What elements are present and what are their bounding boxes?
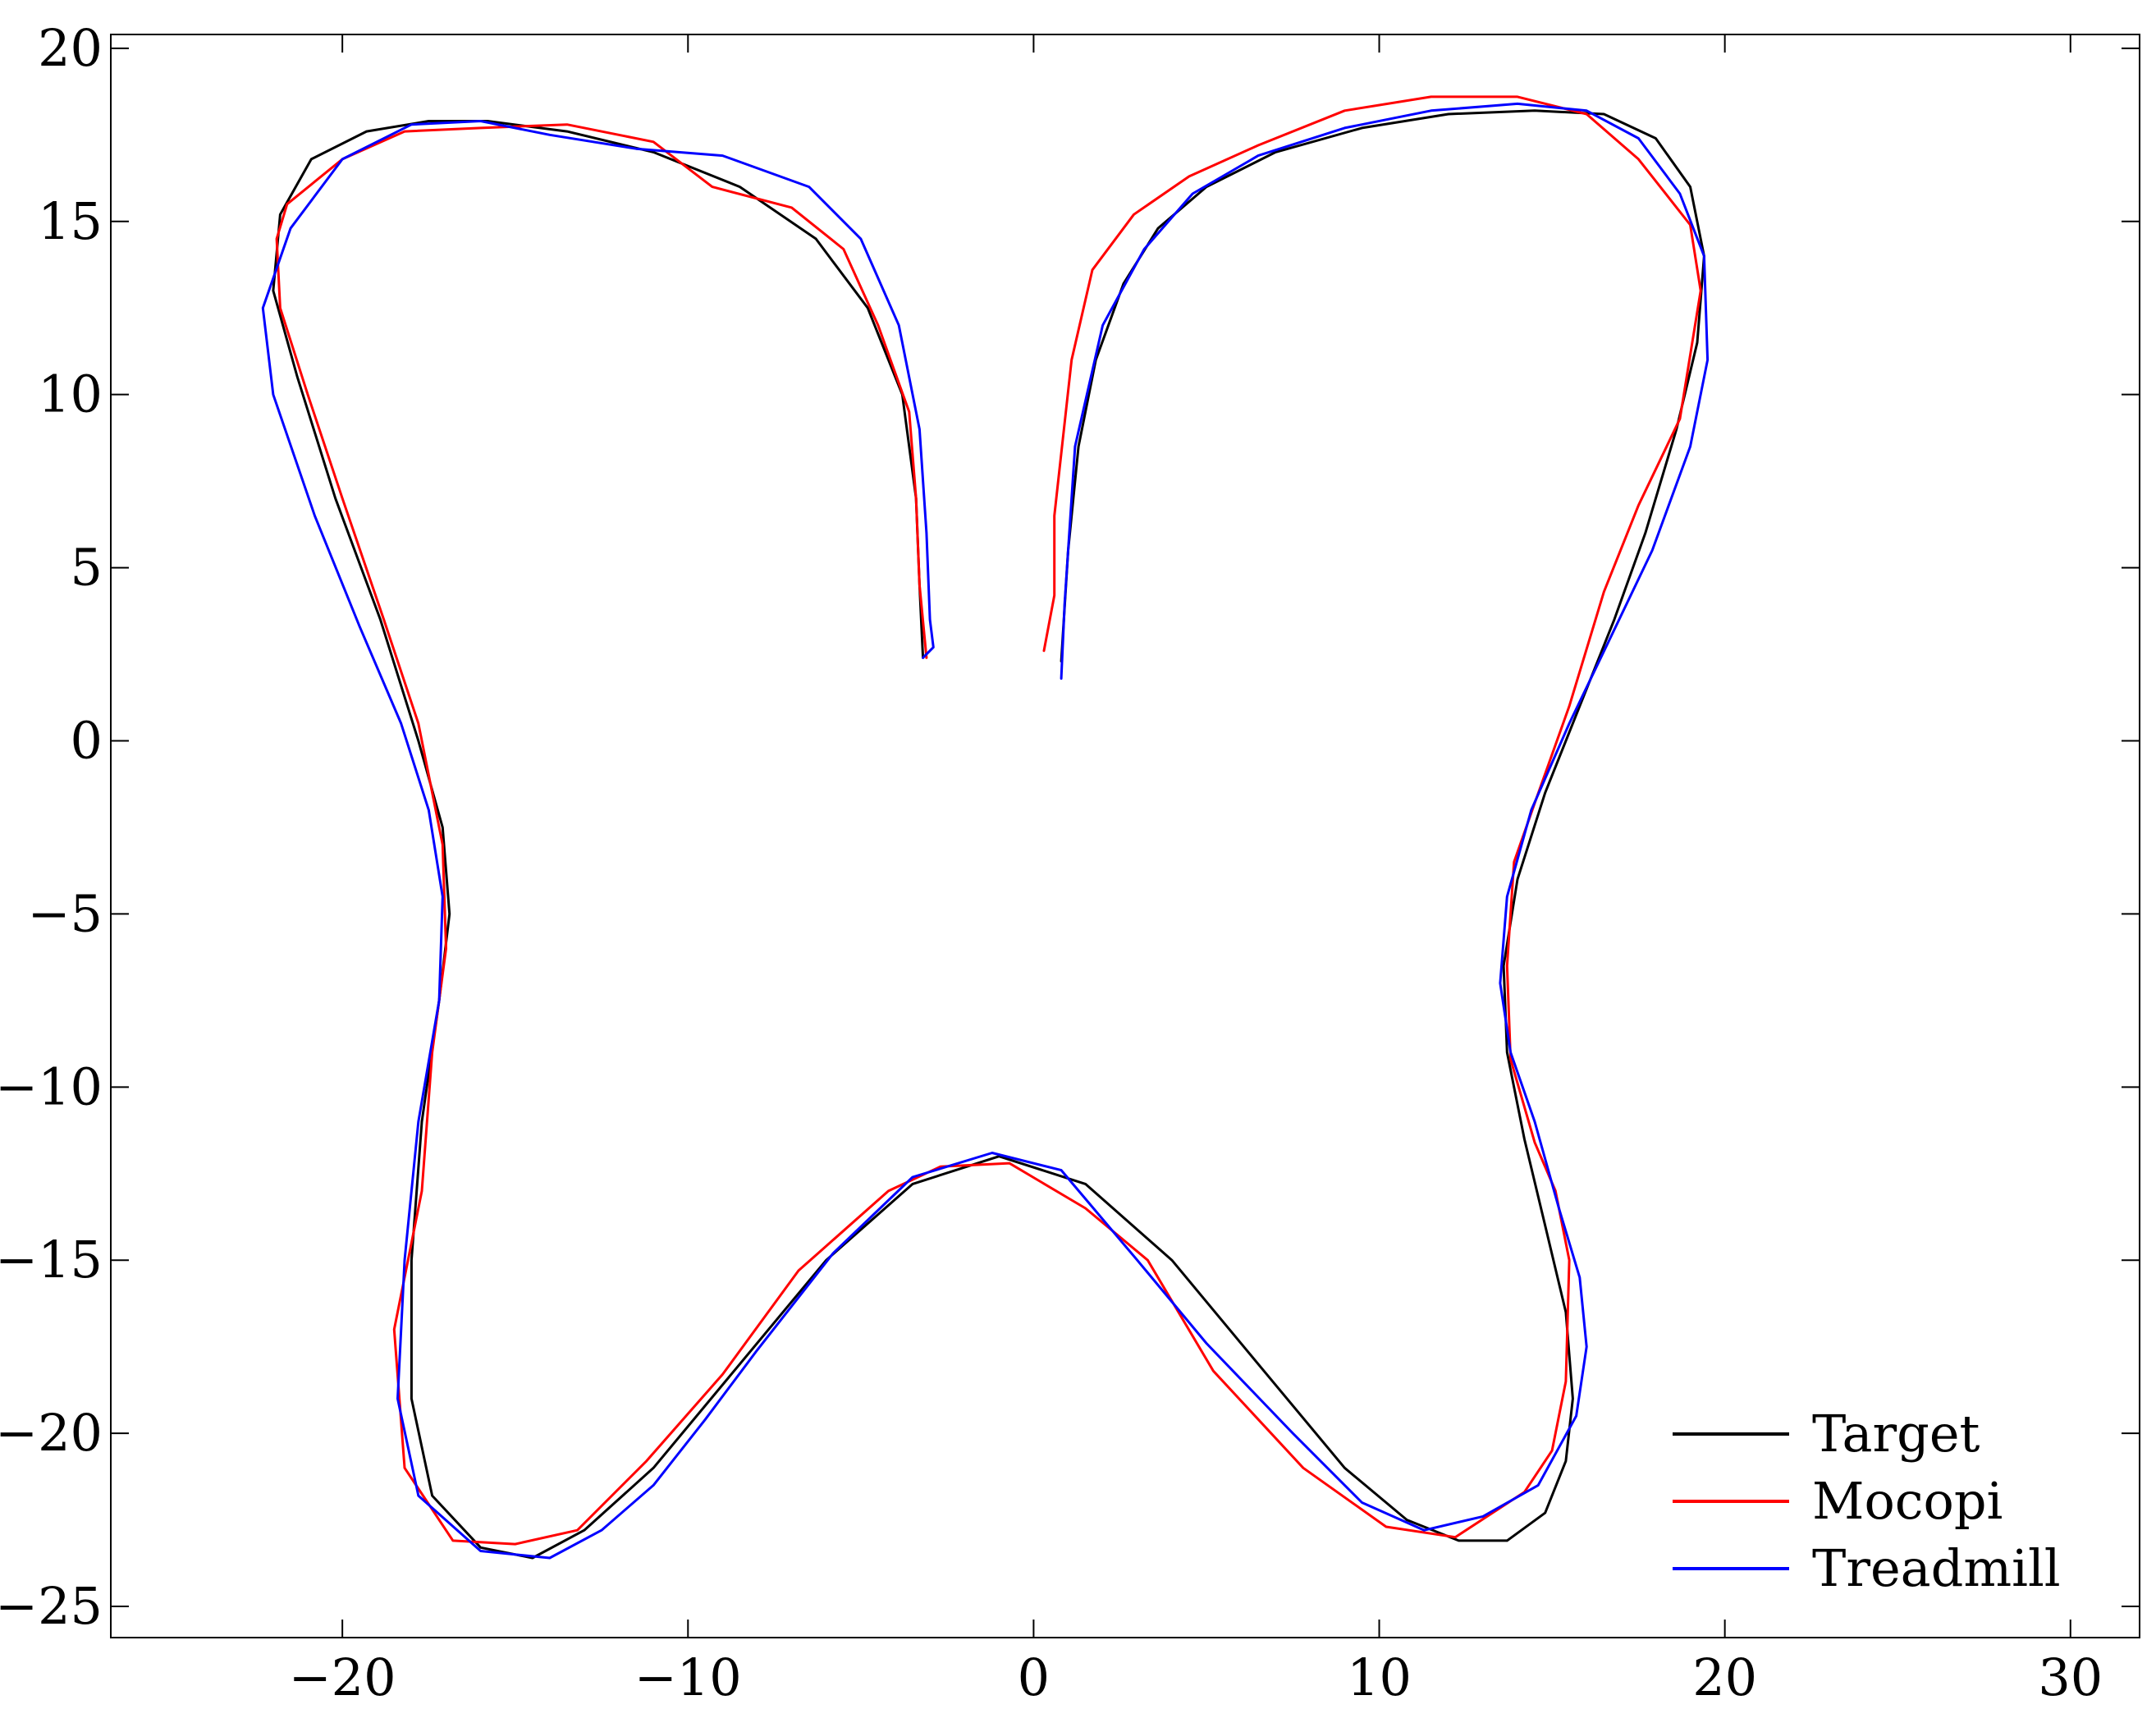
series-line-treadmill: [261, 102, 1710, 1560]
series-layer: [261, 95, 1710, 1560]
y-tick-label: 5: [71, 538, 103, 598]
plot-frame: [110, 34, 2140, 1638]
y-tick-label: 10: [38, 364, 103, 424]
x-tick-label: −10: [634, 1647, 742, 1707]
y-tick-label: −10: [0, 1056, 103, 1116]
x-tick-label: 0: [1018, 1647, 1050, 1707]
y-tick-label: −5: [28, 883, 103, 943]
series-line-mocopi: [275, 95, 1702, 1546]
x-tick-label: 20: [1692, 1647, 1757, 1707]
y-tick-label: −25: [0, 1576, 103, 1636]
legend-label-mocopi: Mocopi: [1812, 1471, 2003, 1531]
x-tick-label: 30: [2038, 1647, 2103, 1707]
y-tick-label: 20: [38, 18, 103, 78]
x-tick-label: 10: [1347, 1647, 1412, 1707]
legend: Target Mocopi Treadmill: [1673, 1404, 2061, 1598]
tick-layer: −20 −10 0 10 20 30 20 15 10 5 0 −5 −10 −15 −20 −25: [0, 18, 2140, 1707]
series-line-target: [272, 109, 1705, 1560]
plot-background: [111, 34, 2140, 1638]
legend-label-treadmill: Treadmill: [1812, 1538, 2061, 1598]
y-tick-label: −15: [0, 1230, 103, 1290]
y-tick-label: −20: [0, 1403, 103, 1463]
y-tick-label: 0: [71, 711, 103, 771]
legend-label-target: Target: [1812, 1404, 1980, 1464]
y-tick-label: 15: [38, 191, 103, 251]
x-tick-label: −20: [289, 1647, 396, 1707]
